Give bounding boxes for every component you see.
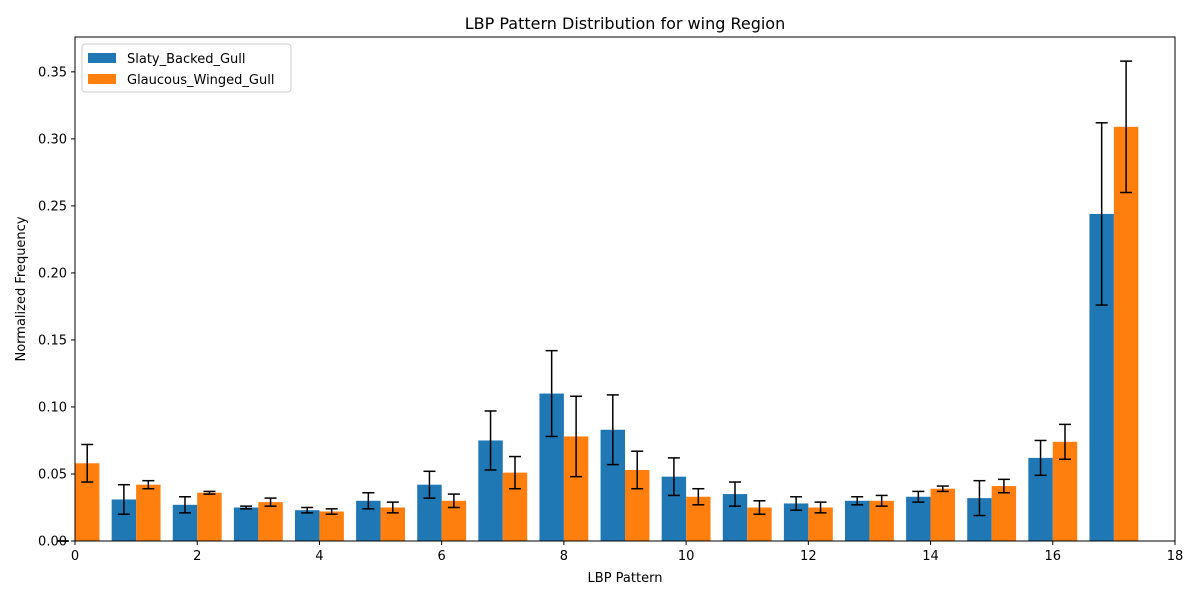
x-tick-label-6: 6: [438, 549, 446, 564]
x-tick-label-8: 8: [560, 549, 568, 564]
error-bar-slaty-backed-8: [545, 349, 558, 438]
bar-glaucous-winged-14: [930, 488, 955, 541]
bar-glaucous-winged-3: [258, 502, 283, 541]
error-bar-slaty-backed-16: [1034, 439, 1047, 477]
error-bar-glaucous-winged-12: [814, 501, 827, 514]
x-tick-label-18: 18: [1167, 549, 1184, 564]
legend-box: [81, 43, 292, 93]
y-tick-label-4: 0.20: [38, 266, 67, 281]
error-bar-slaty-backed-14: [912, 490, 925, 503]
error-bar-slaty-backed-9: [606, 394, 619, 466]
legend-swatch-glaucous-winged: [88, 74, 116, 84]
chart-title: LBP Pattern Distribution for wing Region: [465, 14, 785, 33]
error-bar-slaty-backed-13: [851, 496, 864, 506]
error-bar-slaty-backed-2: [179, 496, 191, 514]
y-tick-label-6: 0.30: [38, 132, 67, 147]
error-bar-glaucous-winged-0: [81, 443, 94, 483]
x-tick-label-4: 4: [315, 549, 323, 564]
y-tick-label-2: 0.10: [38, 400, 67, 415]
y-tick-label-3: 0.15: [38, 333, 67, 348]
bar-glaucous-winged-17: [1113, 126, 1139, 542]
plot-frame: [74, 36, 1176, 542]
bar-slaty-backed-14: [906, 496, 931, 541]
error-bar-slaty-backed-10: [667, 457, 680, 497]
y-tick-label-7: 0.35: [38, 65, 67, 80]
legend-swatch-slaty-backed: [88, 53, 116, 63]
error-bar-glaucous-winged-17: [1120, 60, 1133, 194]
legend-label-glaucous-winged: Glaucous_Winged_Gull: [127, 73, 274, 88]
y-axis-label: Normalized Frequency: [14, 216, 29, 361]
error-bar-glaucous-winged-11: [753, 500, 766, 515]
error-bar-glaucous-winged-6: [447, 493, 460, 509]
error-bar-glaucous-winged-14: [936, 485, 949, 493]
error-bars-layer: [56, 60, 1133, 542]
x-axis-label: LBP Pattern: [588, 571, 663, 586]
error-bar-slaty-backed-15: [973, 479, 986, 517]
error-bar-glaucous-winged-9: [631, 450, 644, 490]
legend-label-slaty-backed: Slaty_Backed_Gull: [127, 52, 246, 67]
bar-glaucous-winged-13: [869, 500, 894, 541]
x-tick-label-2: 2: [193, 549, 201, 564]
x-tick-label-12: 12: [800, 549, 817, 564]
x-axis-ticks: 0 2 4 6 8 10 12 14 16 18: [71, 541, 1183, 564]
bar-slaty-backed-4: [295, 510, 320, 541]
y-tick-label-0: 0.00: [38, 535, 67, 550]
error-bar-glaucous-winged-3: [264, 497, 277, 507]
legend: Slaty_Backed_Gull Glaucous_Winged_Gull: [81, 43, 292, 93]
y-axis-ticks: 0.00 0.05 0.10 0.15 0.20 0.25 0.30 0.35: [38, 65, 75, 550]
bar-glaucous-winged-4: [319, 511, 344, 541]
error-bar-glaucous-winged-16: [1059, 423, 1071, 460]
error-bar-glaucous-winged-15: [997, 478, 1010, 494]
bars-layer: [75, 126, 1139, 542]
error-bar-glaucous-winged-5: [386, 501, 399, 514]
error-bar-glaucous-winged-13: [875, 494, 888, 507]
x-tick-label-0: 0: [71, 549, 79, 564]
y-tick-label-5: 0.25: [38, 199, 67, 214]
error-bar-slaty-backed-12: [790, 496, 803, 511]
error-bar-slaty-backed-7: [484, 410, 497, 471]
error-bar-glaucous-winged-1: [142, 479, 155, 490]
error-bar-slaty-backed-5: [362, 491, 375, 510]
error-bar-glaucous-winged-10: [692, 487, 705, 506]
error-bar-slaty-backed-4: [301, 506, 314, 514]
error-bar-slaty-backed-1: [117, 483, 130, 515]
bar-slaty-backed-13: [845, 500, 870, 541]
y-tick-label-1: 0.05: [38, 467, 67, 482]
error-bar-glaucous-winged-2: [203, 490, 216, 495]
error-bar-slaty-backed-3: [240, 505, 253, 510]
x-tick-label-14: 14: [922, 549, 939, 564]
bar-glaucous-winged-15: [991, 486, 1017, 541]
error-bar-glaucous-winged-4: [325, 508, 338, 515]
bar-glaucous-winged-1: [136, 484, 161, 541]
error-bar-glaucous-winged-7: [509, 455, 521, 490]
x-tick-label-10: 10: [678, 549, 695, 564]
bar-glaucous-winged-2: [197, 492, 222, 541]
x-tick-label-16: 16: [1045, 549, 1062, 564]
bar-slaty-backed-3: [233, 507, 259, 541]
error-bar-slaty-backed-6: [423, 470, 436, 499]
error-bar-slaty-backed-11: [729, 481, 741, 507]
error-bar-glaucous-winged-8: [570, 395, 583, 478]
error-bar-slaty-backed-17: [1095, 122, 1108, 306]
